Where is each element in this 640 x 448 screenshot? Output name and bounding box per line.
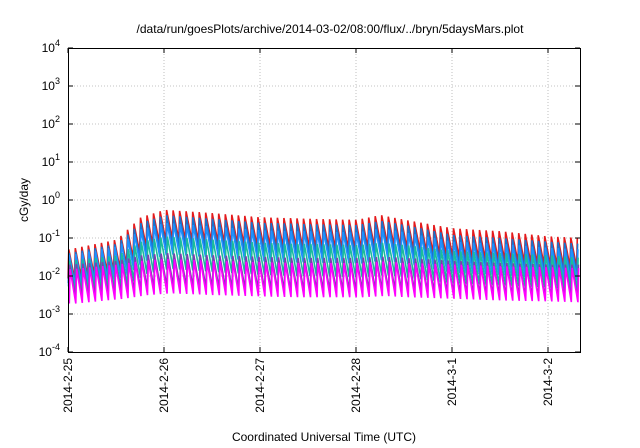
- y-tick-label: 103: [42, 76, 60, 93]
- y-tick-label: 10-2: [39, 266, 60, 283]
- grid: [68, 48, 580, 352]
- y-tick-label: 10-1: [39, 228, 60, 245]
- y-tick-label: 104: [42, 38, 60, 55]
- plot-frame: [68, 48, 581, 353]
- y-axis-label: cGy/day: [17, 178, 31, 222]
- y-tick-label: 101: [42, 152, 60, 169]
- x-axis: 2014-2-25 2014-2-26 2014-2-27 2014-2-28 2014…: [61, 48, 555, 413]
- y-tick-label: 10-3: [39, 304, 60, 321]
- x-axis-label: Coordinated Universal Time (UTC): [232, 430, 416, 444]
- x-tick-label: 2014-2-25: [61, 358, 75, 413]
- x-tick-label: 2014-3-1: [445, 358, 459, 406]
- x-tick-label: 2014-2-28: [349, 358, 363, 413]
- chart-title: /data/run/goesPlots/archive/2014-03-02/0…: [137, 22, 525, 36]
- y-tick-label: 102: [42, 114, 60, 131]
- y-axis: 10-4 10-3 10-2 10-1 100 101 102 103 104: [39, 38, 580, 359]
- x-tick-label: 2014-3-2: [541, 358, 555, 406]
- x-tick-label: 2014-2-27: [253, 358, 267, 413]
- series-group: [67, 209, 580, 304]
- y-tick-label: 10-4: [39, 342, 60, 359]
- x-tick-label: 2014-2-26: [157, 358, 171, 413]
- y-tick-label: 100: [42, 190, 60, 207]
- series-line: [68, 258, 580, 304]
